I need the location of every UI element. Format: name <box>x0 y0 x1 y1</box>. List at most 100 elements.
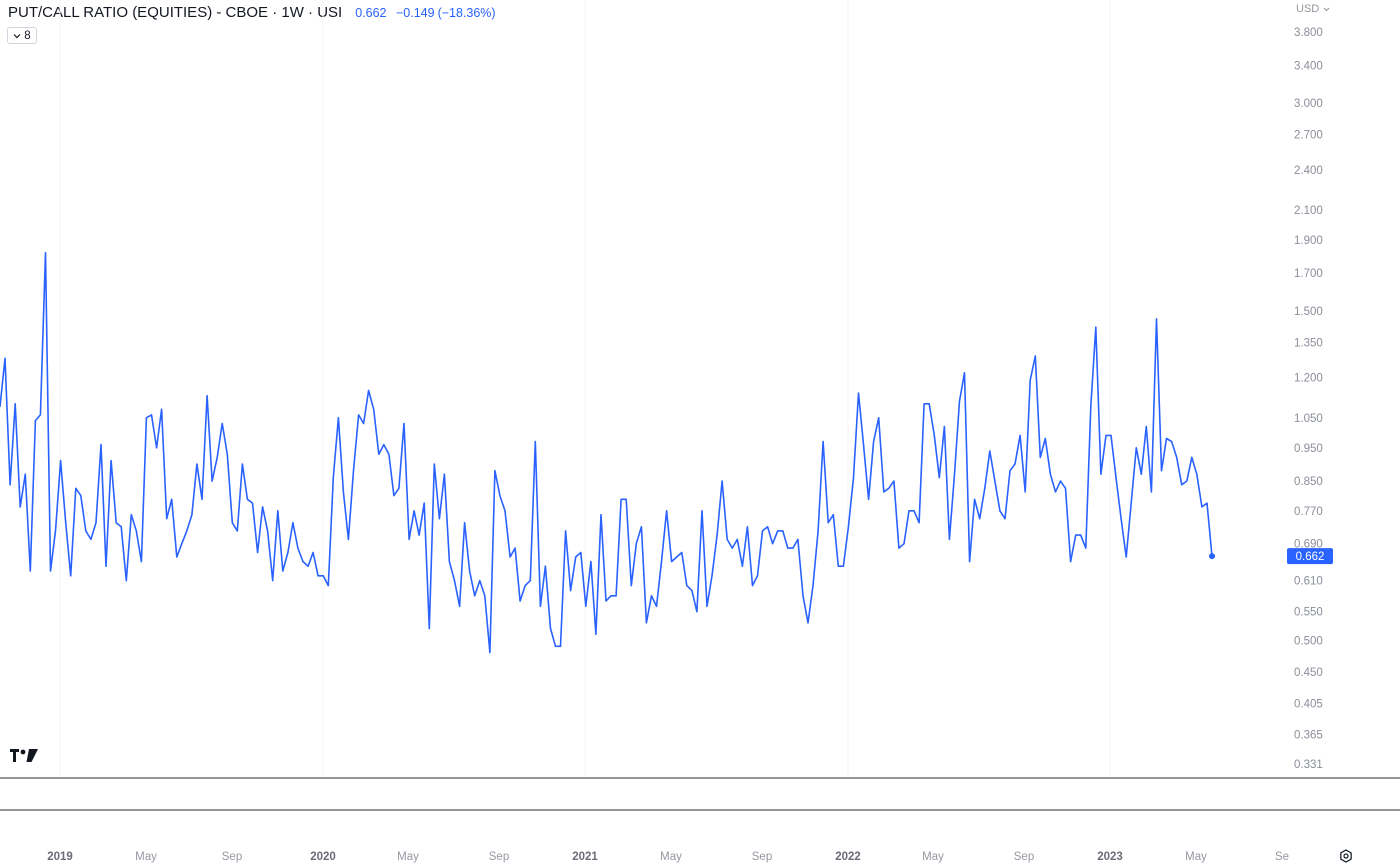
data-point <box>186 530 188 532</box>
data-point <box>746 526 749 528</box>
time-axis[interactable]: 2019 May Sep 2020 May Sep 2021 May Sep 2022 May Sep… <box>47 851 1289 863</box>
data-point <box>655 605 658 607</box>
y-tick-label: 0.365 <box>1294 730 1323 742</box>
data-point <box>408 538 410 541</box>
y-tick-label: 0.850 <box>1294 476 1323 488</box>
data-point <box>509 556 511 558</box>
chart-title[interactable]: PUT/CALL RATIO (EQUITIES) - CBOE · 1W · … <box>8 4 343 21</box>
data-point <box>666 510 668 512</box>
last-price: 0.662 <box>355 6 387 20</box>
series-line <box>0 252 1213 654</box>
data-point <box>736 538 738 541</box>
data-point <box>1150 491 1152 493</box>
data-point <box>0 405 1 408</box>
data-point <box>837 565 839 567</box>
data-point <box>938 477 940 479</box>
data-point <box>802 595 804 597</box>
price-axis[interactable]: 3.800 3.400 3.000 2.700 2.400 2.100 1.900 1.700… <box>1294 27 1323 771</box>
data-point <box>469 570 471 572</box>
data-point <box>1105 434 1107 436</box>
data-point <box>443 473 445 475</box>
data-point <box>135 530 137 532</box>
data-point <box>827 522 829 524</box>
data-point <box>544 565 547 567</box>
data-point <box>156 447 158 449</box>
data-point <box>398 487 400 489</box>
indicators-toggle-button[interactable]: 8 <box>7 27 37 44</box>
tradingview-logo-icon[interactable] <box>10 749 38 762</box>
data-point <box>756 575 759 577</box>
data-point <box>181 543 183 545</box>
data-point <box>610 595 612 597</box>
data-point <box>403 422 405 425</box>
data-point <box>19 506 21 508</box>
y-tick-label: 1.700 <box>1294 268 1323 280</box>
y-tick-label: 2.400 <box>1294 165 1323 177</box>
data-point <box>585 605 587 607</box>
data-point <box>615 595 617 597</box>
x-tick-label: May <box>135 851 157 863</box>
data-point <box>105 565 107 567</box>
y-tick-label: 0.450 <box>1294 667 1323 679</box>
currency-selector[interactable]: USD <box>1296 3 1330 15</box>
data-point <box>878 417 880 419</box>
data-point <box>1004 518 1006 520</box>
data-point <box>241 463 243 465</box>
y-tick-label: 1.050 <box>1294 413 1323 425</box>
data-point <box>262 506 264 508</box>
data-point <box>171 498 173 500</box>
data-point <box>660 561 663 563</box>
data-point <box>933 434 935 436</box>
x-tick-label: May <box>1185 851 1207 863</box>
data-point <box>80 495 82 497</box>
data-point <box>741 565 744 567</box>
y-tick-label: 3.400 <box>1294 60 1323 72</box>
data-point <box>812 585 814 587</box>
data-point <box>1034 355 1036 357</box>
settings-gear-icon[interactable] <box>1340 849 1352 863</box>
data-point <box>1100 473 1102 475</box>
data-point <box>4 357 6 359</box>
data-point <box>706 605 708 607</box>
data-point <box>716 534 718 536</box>
data-point <box>236 530 238 532</box>
data-point <box>49 570 52 572</box>
data-point <box>39 414 42 416</box>
data-point <box>347 538 349 541</box>
data-point <box>494 470 496 472</box>
data-point <box>701 510 703 512</box>
data-point <box>1054 491 1057 493</box>
data-point <box>868 498 870 500</box>
data-point <box>650 595 653 597</box>
x-tick-label: Sep <box>489 851 509 863</box>
data-point <box>630 585 632 587</box>
data-point <box>559 645 562 647</box>
data-point <box>999 510 1001 512</box>
chevron-down-icon <box>13 33 21 38</box>
data-point <box>847 526 850 528</box>
data-point <box>1186 480 1188 482</box>
data-point <box>120 526 122 528</box>
data-point <box>711 575 713 577</box>
data-point <box>292 522 294 524</box>
data-point <box>373 408 375 410</box>
data-point <box>903 543 905 545</box>
data-point <box>726 538 728 541</box>
data-point <box>90 538 92 541</box>
data-point <box>1120 518 1122 520</box>
data-point <box>342 491 344 493</box>
data-point <box>721 480 723 482</box>
data-point <box>1075 534 1077 536</box>
data-point <box>731 547 733 549</box>
data-point <box>817 530 819 532</box>
data-point <box>358 414 360 416</box>
data-point <box>1201 506 1203 508</box>
data-point <box>852 477 855 479</box>
data-point <box>1064 487 1067 489</box>
x-tick-label: 2021 <box>572 851 598 863</box>
data-point <box>161 408 163 410</box>
data-point <box>29 570 31 572</box>
data-point <box>251 502 254 504</box>
data-point <box>1029 379 1031 381</box>
